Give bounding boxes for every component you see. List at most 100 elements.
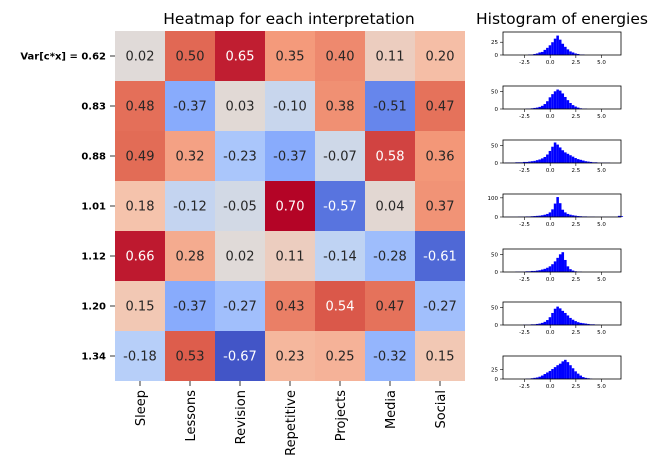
heatmap-cell-value: 0.58 (376, 150, 405, 165)
histogram-xtick-label: 5.0 (597, 60, 606, 66)
heatmap-cell-value: 0.02 (226, 250, 255, 265)
histogram-ytick-label: 0 (495, 53, 499, 59)
histogram-bar (566, 153, 570, 163)
heatmap-cell-value: -0.32 (373, 350, 407, 365)
histogram-xtick-label: 0.0 (546, 330, 555, 336)
histogram-bar (543, 321, 547, 325)
histogram-bar (561, 252, 565, 272)
histogram-xtick-label: 0.0 (546, 222, 555, 228)
heatmap-cell (215, 181, 265, 231)
heatmap-cell (265, 331, 315, 381)
heatmap-cell (165, 81, 215, 131)
histogram-bar (546, 154, 549, 163)
histogram-bar (571, 270, 575, 272)
histogram-bar (556, 306, 559, 325)
histogram-bar (546, 101, 549, 109)
histogram-bar (543, 49, 547, 55)
histogram-ytick-label: 50 (491, 252, 498, 258)
histogram-bar (569, 51, 572, 55)
heatmap-cell-value: 0.50 (176, 50, 205, 65)
histogram-bar (569, 214, 572, 217)
heatmap-cell-value: 0.70 (276, 200, 305, 215)
row-label: 1.34 (81, 352, 106, 363)
histogram-bar (576, 107, 580, 109)
heatmap-cell-value: -0.05 (223, 200, 257, 215)
histogram-bar (551, 264, 554, 272)
histogram-bar (538, 159, 541, 163)
histogram-bar (564, 312, 567, 325)
histogram-frame (502, 31, 622, 56)
heatmap-cell (165, 331, 215, 381)
heatmap-cell (265, 231, 315, 281)
histogram-bar (566, 213, 570, 217)
histogram-bar (528, 161, 531, 163)
heatmap-cell-value: 0.36 (426, 150, 455, 165)
heatmap-cell-value: -0.57 (323, 200, 357, 215)
heatmap-title: Heatmap for each interpretation (163, 10, 414, 28)
histogram-bar (564, 259, 567, 272)
histogram-title: Histogram of energies (476, 10, 648, 28)
heatmap-cell (265, 131, 315, 181)
histogram-bar (553, 367, 557, 379)
histogram-bar (548, 266, 552, 272)
histogram-ytick-label: 0 (495, 215, 499, 221)
histogram-bar (571, 52, 575, 55)
histogram-bar (548, 317, 552, 325)
histogram-bar (584, 377, 588, 379)
histogram-panel: 0 50 -2.5 0.0 2.5 5.0 (491, 85, 622, 120)
histogram-xtick-label: 0.0 (546, 168, 555, 174)
heatmap: Heatmap for each interpretation 0.02 0.50… (20, 10, 465, 456)
histogram-bar (582, 323, 585, 325)
histogram-bar (589, 161, 593, 163)
heatmap-cell-value: 0.28 (176, 250, 205, 265)
heatmap-cell-value: -0.12 (173, 200, 207, 215)
row-label: 1.20 (81, 302, 106, 313)
histogram-bar (553, 142, 557, 163)
histogram-bar (533, 53, 536, 55)
histogram-bar (574, 53, 577, 55)
heatmap-cell (315, 31, 365, 81)
histogram-xtick-label: 5.0 (597, 168, 606, 174)
heatmap-cell (215, 31, 265, 81)
histogram-ytick-label: 0 (495, 323, 499, 329)
histogram-xtick-label: -2.5 (519, 222, 530, 228)
histogram-ytick-label: 50 (491, 305, 498, 311)
histogram-xtick-label: 0.0 (546, 384, 555, 390)
histogram-bar (543, 374, 547, 379)
heatmap-cell-value: -0.23 (223, 150, 257, 165)
col-label: Media (384, 390, 399, 429)
histogram-bar (556, 197, 559, 217)
histogram-bar (553, 261, 557, 272)
heatmap-cell-value: -0.10 (273, 100, 307, 115)
heatmap-cell-value: 0.02 (126, 50, 155, 65)
heatmap-cell (315, 331, 365, 381)
heatmap-cell (365, 131, 415, 181)
histogram-bar (571, 368, 575, 379)
histogram-bar (564, 359, 567, 379)
heatmap-cell-value: 0.43 (276, 300, 305, 315)
histogram-bar (564, 212, 567, 217)
histogram-xtick-label: 2.5 (571, 330, 580, 336)
histogram-frame (502, 193, 622, 218)
histogram-bar (574, 158, 577, 163)
histogram-bar (540, 51, 544, 55)
heatmap-cell (115, 31, 165, 81)
heatmap-cell-value: -0.37 (173, 100, 207, 115)
histogram-bar (533, 216, 536, 217)
heatmap-cell-value: 0.04 (376, 200, 405, 215)
heatmap-cell-value: 0.66 (126, 250, 155, 265)
histogram-bar (543, 104, 547, 109)
histogram-bar (582, 377, 585, 379)
histogram-bar (576, 373, 580, 379)
heatmap-cell (415, 231, 465, 281)
histogram-panel: 0 100 -2.5 0.0 2.5 5.0 (488, 193, 624, 228)
histogram-xtick-label: 0.0 (546, 60, 555, 66)
histogram-xtick-label: -2.5 (519, 384, 530, 390)
histogram-bar (569, 102, 572, 109)
histogram-bar (574, 321, 577, 325)
histogram-bar (538, 215, 541, 217)
heatmap-cell-value: 0.11 (376, 50, 405, 65)
histogram-bar (579, 322, 583, 325)
histogram-bar (558, 308, 562, 325)
